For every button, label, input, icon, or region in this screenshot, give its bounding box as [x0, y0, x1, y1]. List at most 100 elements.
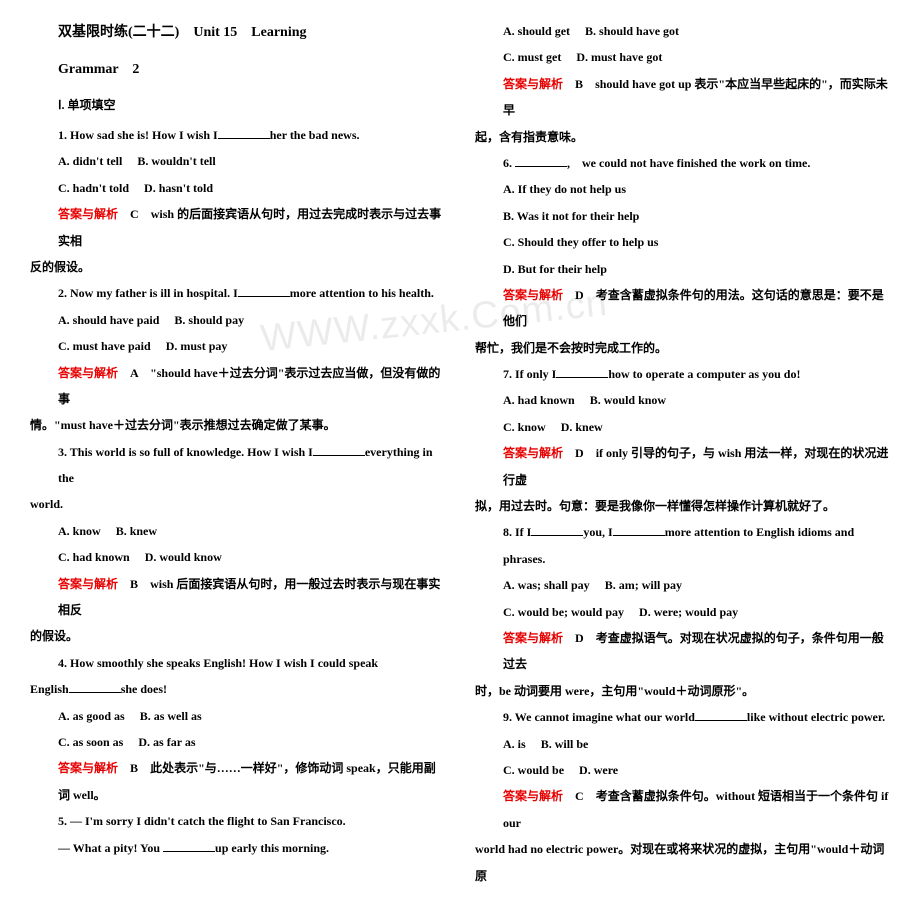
- q8-stem-a: 8. If I: [503, 525, 531, 539]
- blank: [69, 681, 121, 693]
- q5-optD: D. must have got: [576, 50, 662, 64]
- blank: [218, 127, 270, 139]
- q4-stem-c: she does!: [121, 682, 167, 696]
- q5-opts-1: A. should get B. should have got: [475, 18, 890, 44]
- q5-stem-line2: — What a pity! You up early this morning…: [30, 835, 445, 861]
- q8-stem-b: you, I: [583, 525, 612, 539]
- q4-stem-line2: Englishshe does!: [30, 676, 445, 702]
- q8-optA: A. was; shall pay: [503, 578, 590, 592]
- q5-optA: A. should get: [503, 24, 570, 38]
- q9-answer: 答案与解析 C 考查含蓄虚拟条件句。without 短语相当于一个条件句 if …: [475, 783, 890, 836]
- answer-label: 答案与解析: [503, 631, 563, 645]
- q9-optD: D. were: [579, 763, 618, 777]
- answer-label: 答案与解析: [58, 207, 118, 221]
- q1-key: C: [130, 207, 139, 221]
- q4-opts-2: C. as soon as D. as far as: [30, 729, 445, 755]
- subtitle: Grammar 2: [30, 55, 445, 86]
- q7-optC: C. know: [503, 420, 546, 434]
- q7-key: D: [575, 446, 584, 460]
- q8-optB: B. am; will pay: [605, 578, 682, 592]
- q9-opts-2: C. would be D. were: [475, 757, 890, 783]
- q8-stem: 8. If Iyou, Imore attention to English i…: [475, 519, 890, 572]
- answer-label: 答案与解析: [58, 366, 118, 380]
- q5-stem-line1: 5. — I'm sorry I didn't catch the flight…: [30, 808, 445, 834]
- q4-optB: B. as well as: [140, 709, 202, 723]
- q4-optC: C. as soon as: [58, 735, 123, 749]
- q2-answer: 答案与解析 A "should have＋过去分词"表示过去应当做，但没有做的事: [30, 360, 445, 413]
- q6-optD: D. But for their help: [475, 256, 890, 282]
- q8-answer: 答案与解析 D 考查虚拟语气。对现在状况虚拟的句子，条件句用一般过去: [475, 625, 890, 678]
- q3-optC: C. had known: [58, 550, 130, 564]
- q9-stem-a: 9. We cannot imagine what our world: [503, 710, 695, 724]
- q6-stem-b: , we could not have finished the work on…: [567, 156, 810, 170]
- q4-key: B: [130, 761, 138, 775]
- q1-opts-1: A. didn't tell B. wouldn't tell: [30, 148, 445, 174]
- blank: [556, 366, 608, 378]
- q4-opts-1: A. as good as B. as well as: [30, 703, 445, 729]
- q2-optB: B. should pay: [174, 313, 244, 327]
- q3-stem-c: world.: [30, 491, 445, 517]
- q5-key: B: [575, 77, 583, 91]
- q3-optA: A. know: [58, 524, 101, 538]
- blank: [531, 524, 583, 536]
- answer-label: 答案与解析: [503, 288, 563, 302]
- q7-opts-1: A. had known B. would know: [475, 387, 890, 413]
- q3-optD: D. would know: [145, 550, 222, 564]
- q3-answer: 答案与解析 B wish 后面接宾语从句时，用一般过去时表示与现在事实相反: [30, 571, 445, 624]
- q2-opts-2: C. must have paid D. must pay: [30, 333, 445, 359]
- q8-optD: D. were; would pay: [639, 605, 738, 619]
- answer-label: 答案与解析: [503, 77, 563, 91]
- q1-stem: 1. How sad she is! How I wish Iher the b…: [30, 122, 445, 148]
- q9-optB: B. will be: [541, 737, 589, 751]
- blank: [695, 709, 747, 721]
- q3-ans-b: 的假设。: [30, 623, 445, 649]
- q1-answer: 答案与解析 C wish 的后面接宾语从句时，用过去完成时表示与过去事实相: [30, 201, 445, 254]
- q2-stem-b: more attention to his health.: [290, 286, 434, 300]
- q9-stem: 9. We cannot imagine what our world like …: [475, 704, 890, 730]
- blank: [238, 285, 290, 297]
- q2-key: A: [130, 366, 138, 380]
- q7-stem-a: 7. If only I: [503, 367, 556, 381]
- q1-optB: B. wouldn't tell: [137, 154, 215, 168]
- page: 双基限时练(二十二) Unit 15 Learning Grammar 2 Ⅰ.…: [0, 0, 920, 907]
- q3-opts-1: A. know B. knew: [30, 518, 445, 544]
- blank: [613, 524, 665, 536]
- main-title: 双基限时练(二十二) Unit 15 Learning: [30, 18, 445, 49]
- q3-stem-a: 3. This world is so full of knowledge. H…: [58, 445, 313, 459]
- q6-optC: C. Should they offer to help us: [475, 229, 890, 255]
- q7-stem: 7. If only I how to operate a computer as…: [475, 361, 890, 387]
- left-column: 双基限时练(二十二) Unit 15 Learning Grammar 2 Ⅰ.…: [30, 18, 445, 889]
- title-en: Unit 15 Learning: [193, 25, 306, 40]
- q1-stem-a: 1. How sad she is! How I wish I: [58, 128, 218, 142]
- q7-answer: 答案与解析 D if only 引导的句子，与 wish 用法一样，对现在的状况…: [475, 440, 890, 493]
- q2-ans-b: 情。"must have＋过去分词"表示推想过去确定做了某事。: [30, 412, 445, 438]
- q7-stem-b: how to operate a computer as you do!: [608, 367, 800, 381]
- q3-key: B: [130, 577, 138, 591]
- blank: [313, 444, 365, 456]
- right-column: A. should get B. should have got C. must…: [475, 18, 890, 889]
- q7-optB: B. would know: [590, 393, 666, 407]
- answer-label: 答案与解析: [503, 446, 563, 460]
- q6-optA: A. If they do not help us: [475, 176, 890, 202]
- q2-opts-1: A. should have paid B. should pay: [30, 307, 445, 333]
- answer-label: 答案与解析: [58, 761, 118, 775]
- q2-optD: D. must pay: [166, 339, 228, 353]
- q3-optB: B. knew: [116, 524, 157, 538]
- blank: [515, 155, 567, 167]
- q6-ans-b: 帮忙，我们是不会按时完成工作的。: [475, 335, 890, 361]
- q5-answer: 答案与解析 B should have got up 表示"本应当早些起床的"，…: [475, 71, 890, 124]
- q4-optD: D. as far as: [138, 735, 195, 749]
- q2-optA: A. should have paid: [58, 313, 159, 327]
- q5-stem-b: — What a pity! You: [58, 841, 163, 855]
- q5-optB: B. should have got: [585, 24, 679, 38]
- q8-optC: C. would be; would pay: [503, 605, 624, 619]
- q9-stem-b: like without electric power.: [747, 710, 885, 724]
- q3-opts-2: C. had known D. would know: [30, 544, 445, 570]
- q5-stem-c: up early this morning.: [215, 841, 329, 855]
- q9-opts-1: A. is B. will be: [475, 731, 890, 757]
- q8-ans-b: 时，be 动词要用 were，主句用"would＋动词原形"。: [475, 678, 890, 704]
- q1-optA: A. didn't tell: [58, 154, 122, 168]
- q9-optC: C. would be: [503, 763, 564, 777]
- q6-optB: B. Was it not for their help: [475, 203, 890, 229]
- q2-stem: 2. Now my father is ill in hospital. Imo…: [30, 280, 445, 306]
